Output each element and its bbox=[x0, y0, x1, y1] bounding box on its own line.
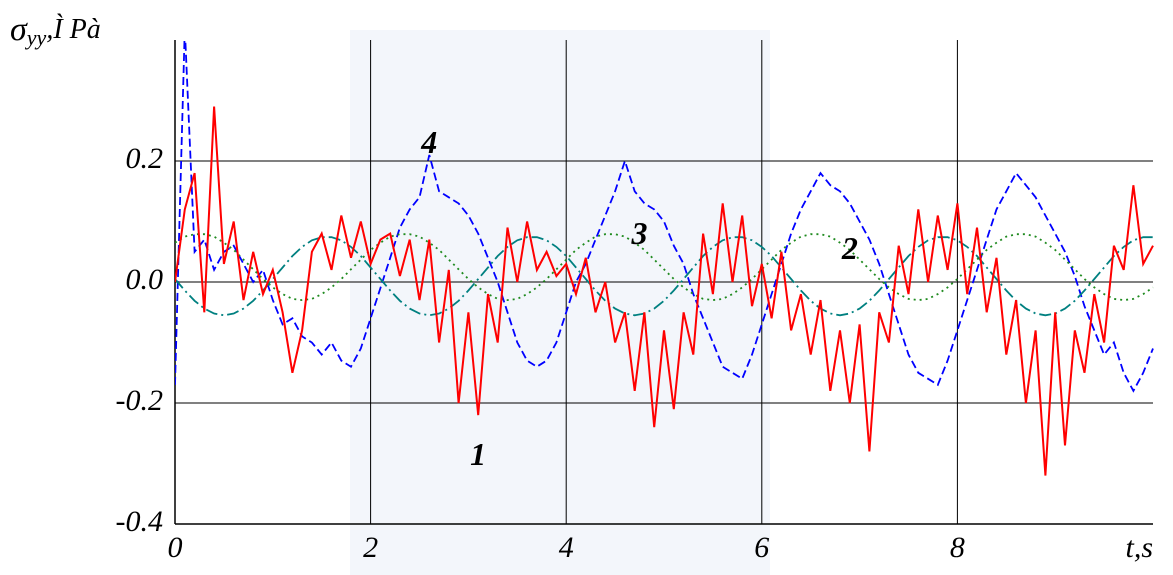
y-tick-label: -0.2 bbox=[116, 384, 164, 417]
y-tick-label: 0.0 bbox=[126, 263, 164, 296]
y-tick-label: 0.2 bbox=[126, 142, 164, 175]
x-axis-label: t,s bbox=[1125, 531, 1153, 564]
chart: σyy,Ì Pà t,s -0.4 -0.2 0.0 0.2 0 2 4 6 8 1 2 3 4 bbox=[0, 0, 1173, 575]
background-watermark bbox=[350, 30, 770, 575]
y-label-symbol: σ bbox=[10, 11, 28, 48]
x-tick-label: 0 bbox=[168, 531, 183, 564]
y-label-sub: yy bbox=[25, 25, 47, 50]
y-tick-label: -0.4 bbox=[116, 505, 164, 538]
y-axis-label: σyy,Ì Pà bbox=[10, 11, 101, 50]
x-tick-label: 2 bbox=[363, 531, 378, 564]
y-label-unit: ,Ì Pà bbox=[46, 14, 100, 45]
series-label: 3 bbox=[631, 215, 648, 251]
series-label: 2 bbox=[841, 230, 858, 266]
series-label: 4 bbox=[420, 124, 437, 160]
series-label: 1 bbox=[470, 436, 486, 472]
x-tick-label: 8 bbox=[950, 531, 965, 564]
x-tick-label: 6 bbox=[754, 531, 769, 564]
x-tick-label: 4 bbox=[559, 531, 574, 564]
